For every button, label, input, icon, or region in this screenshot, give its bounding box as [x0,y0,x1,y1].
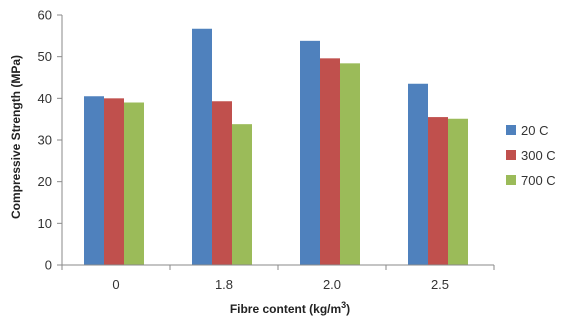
legend: 20 C 300 C 700 C [506,123,556,188]
axes-group [57,14,495,270]
legend-label: 20 C [521,123,548,138]
legend-swatch [506,150,516,160]
bar-300c-1-8 [212,101,232,265]
y-tick-labels: 0 10 20 30 40 50 60 [38,8,52,273]
y-tick-label: 20 [38,174,52,189]
x-axis-title-end: ) [346,302,350,316]
y-tick-label: 0 [45,258,52,273]
bar-300c-2-0 [320,58,340,266]
bar-700c-2-5 [448,118,468,265]
bar-700c-2-0 [340,63,360,266]
legend-label: 300 C [521,148,556,163]
y-tick-label: 10 [38,216,52,231]
bar-700c-0 [124,102,144,265]
bar-20c-2-0 [300,40,320,266]
y-tick-label: 30 [38,133,52,148]
x-axis-title-superscript: 3 [341,300,346,310]
y-axis-title: Compressive Strength (MPa) [9,55,23,219]
x-tick-labels: 0 1.8 2.0 2.5 [112,277,449,292]
bar-300c-2-5 [428,117,448,265]
y-tick-label: 50 [38,49,52,64]
bar-20c-1-8 [192,28,212,265]
y-tick-label: 60 [38,8,52,23]
legend-label: 700 C [521,173,556,188]
bar-700c-1-8 [232,124,252,266]
x-tick-label: 2.0 [323,277,341,292]
bar-300c-0 [104,98,124,265]
bar-20c-2-5 [408,83,428,265]
x-axis-title-main: Fibre content (kg/m [230,302,341,316]
bars-group [84,28,468,266]
bar-20c-0 [84,96,104,265]
legend-swatch [506,125,516,135]
legend-swatch [506,175,516,185]
x-tick-label: 0 [112,277,119,292]
y-tick-label: 40 [38,91,52,106]
x-tick-label: 2.5 [431,277,449,292]
x-tick-label: 1.8 [215,277,233,292]
x-axis-title: Fibre content (kg/m3) [230,300,350,316]
